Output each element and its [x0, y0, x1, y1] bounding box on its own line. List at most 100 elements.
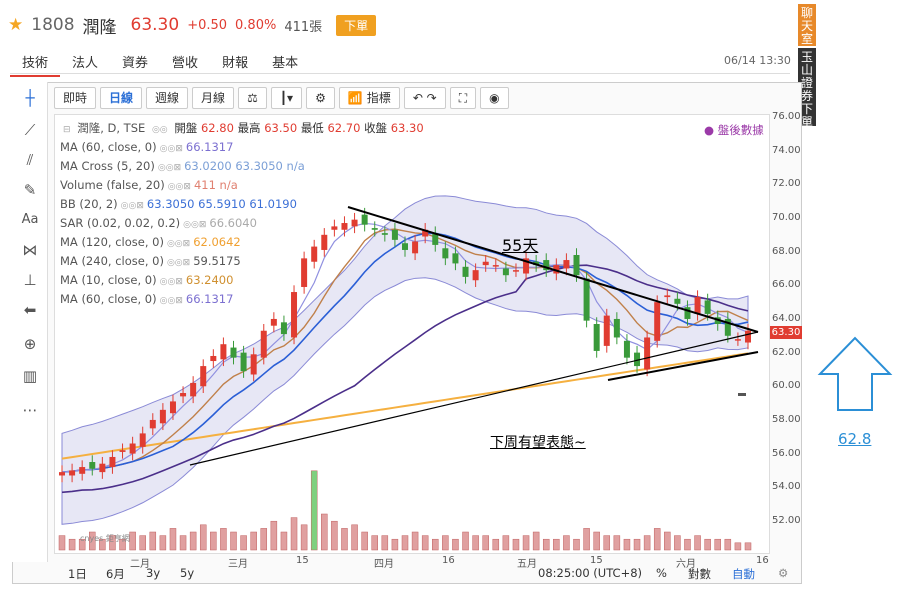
tab-revenue[interactable]: 營收 — [172, 56, 199, 71]
candle-body — [432, 233, 439, 245]
fib-icon[interactable]: ⫽ — [26, 151, 34, 169]
legend-row-controls-icon[interactable]: ◎◎⊠ — [157, 163, 182, 173]
plot-area[interactable] — [54, 114, 770, 554]
tab-financials[interactable]: 財報 — [222, 56, 249, 71]
x-tick-label: 二月 — [130, 559, 150, 570]
y-tick-label: 60.00 — [772, 380, 801, 392]
volume-bar — [149, 531, 157, 551]
candle-body — [341, 223, 348, 230]
more-icon[interactable]: ⋯ — [22, 401, 38, 419]
range-6m[interactable]: 6月 — [106, 567, 125, 581]
percent-toggle[interactable]: % — [656, 566, 667, 580]
y-tick-label: 66.00 — [772, 279, 801, 291]
candle-body — [381, 233, 388, 235]
compare-icon[interactable]: ⚖ — [238, 87, 267, 109]
ruler-icon[interactable]: ▥ — [22, 367, 38, 385]
volume-bar — [411, 531, 419, 551]
volume-bar — [704, 538, 711, 551]
candle-body — [613, 318, 620, 338]
candle-body — [512, 270, 519, 272]
legend-row-label: MA (60, close, 0) — [60, 140, 157, 154]
settings-small-icon[interactable]: ⚙ — [778, 566, 789, 580]
settings-icon[interactable]: ⚙ — [306, 87, 335, 109]
open-value: 62.80 — [200, 121, 234, 135]
auto-toggle[interactable]: 自動 — [732, 567, 755, 581]
volume-bar — [674, 535, 681, 551]
volume-bar — [270, 520, 278, 551]
candle-body — [492, 265, 499, 267]
candle-body — [502, 268, 509, 276]
trendline-icon[interactable]: ⟋ — [24, 121, 36, 139]
range-1d[interactable]: 1日 — [68, 567, 87, 581]
log-toggle[interactable]: 對數 — [688, 567, 711, 581]
volume-bar — [643, 535, 651, 551]
after-hours-data[interactable]: ● 盤後數據 — [704, 123, 764, 137]
order-button[interactable]: 下單 — [336, 14, 377, 36]
candle-body — [734, 339, 741, 341]
undo-icon[interactable]: ↶ ↷ — [403, 87, 446, 109]
arrow-left-icon[interactable]: ⬅ — [23, 301, 37, 319]
volume-bar — [321, 513, 328, 551]
intraday-button[interactable]: 即時 — [54, 87, 97, 109]
brush-icon[interactable]: ✎ — [23, 181, 37, 199]
tab-technical[interactable]: 技術 — [10, 48, 61, 77]
fullscreen-icon[interactable]: ⛶ — [449, 87, 477, 109]
indicators-button[interactable]: 📶 指標 — [338, 87, 400, 109]
tab-basic[interactable]: 基本 — [272, 56, 299, 71]
chat-room-button[interactable]: 聊天室 — [798, 4, 816, 46]
text-icon[interactable]: Aa — [21, 212, 39, 227]
volume-bar — [341, 528, 348, 551]
x-tick-label: 15 — [590, 555, 603, 566]
legend-row-label: Volume (false, 20) — [60, 178, 165, 192]
monthly-button[interactable]: 月線 — [192, 87, 235, 109]
volume-bar — [310, 470, 318, 551]
candle-type-icon[interactable]: ┃▾ — [270, 87, 303, 109]
legend-row-controls-icon[interactable]: ◎◎⊠ — [166, 239, 191, 249]
y-axis: 76.00 74.00 72.00 70.00 68.00 66.00 64.00 62.00… — [770, 111, 802, 554]
legend-controls-icon[interactable]: ◎◎ — [151, 125, 168, 135]
candle-body — [664, 295, 671, 298]
star-icon[interactable]: ★ — [8, 15, 24, 35]
range-5y[interactable]: 5y — [180, 566, 195, 580]
volume-bar — [684, 538, 691, 551]
volume-bar — [210, 531, 217, 551]
tab-margin[interactable]: 資券 — [122, 56, 149, 71]
daily-button[interactable]: 日線 — [100, 87, 143, 109]
volume-bar — [664, 531, 671, 551]
broker-order-button[interactable]: 玉山證券下單 — [798, 48, 816, 129]
collapse-icon[interactable]: ⊟ — [63, 125, 71, 135]
tab-institutional[interactable]: 法人 — [72, 56, 99, 71]
close-value: 63.30 — [390, 121, 424, 135]
candle-body — [553, 265, 560, 274]
volume-bar — [421, 535, 429, 551]
legend-main-label: 潤隆, D, TSE — [77, 121, 146, 135]
legend-row-label: MA Cross (5, 20) — [60, 159, 155, 173]
stock-name: 潤隆 — [82, 17, 117, 38]
legend-row-controls-icon[interactable]: ◎◎⊠ — [167, 182, 191, 192]
legend-row-controls-icon[interactable]: ◎◎⊠ — [159, 296, 183, 306]
legend-row: MA (120, close, 0) ◎◎⊠ 62.0642 — [60, 234, 424, 253]
weekly-button[interactable]: 週線 — [146, 87, 189, 109]
y-tick-label: 70.00 — [772, 211, 801, 223]
legend-row-controls-icon[interactable]: ◎◎⊠ — [159, 144, 183, 154]
trend-line-upper — [347, 206, 759, 333]
candle-body — [99, 463, 106, 473]
camera-icon[interactable]: ◉ — [480, 87, 509, 109]
volume-bar — [159, 535, 167, 551]
legend-row-label: MA (120, close, 0) — [60, 235, 164, 249]
crosshair-icon[interactable]: ┼ — [25, 89, 35, 107]
candle-body — [59, 472, 65, 476]
legend-row-controls-icon[interactable]: ◎◎⊠ — [159, 277, 183, 287]
range-3y[interactable]: 3y — [146, 566, 161, 580]
measure-icon[interactable]: ⊥ — [23, 271, 37, 289]
legend-row-controls-icon[interactable]: ◎◎⊠ — [183, 220, 207, 230]
volume-bar — [583, 528, 590, 551]
pattern-icon[interactable]: ⋈ — [22, 241, 38, 259]
legend-row-controls-icon[interactable]: ◎◎⊠ — [166, 258, 191, 268]
price-change-pct: 0.80% — [235, 17, 277, 33]
stock-price: 63.30 — [130, 15, 180, 35]
legend-row-controls-icon[interactable]: ◎◎⊠ — [120, 201, 144, 211]
zoom-icon[interactable]: ⊕ — [23, 335, 37, 353]
